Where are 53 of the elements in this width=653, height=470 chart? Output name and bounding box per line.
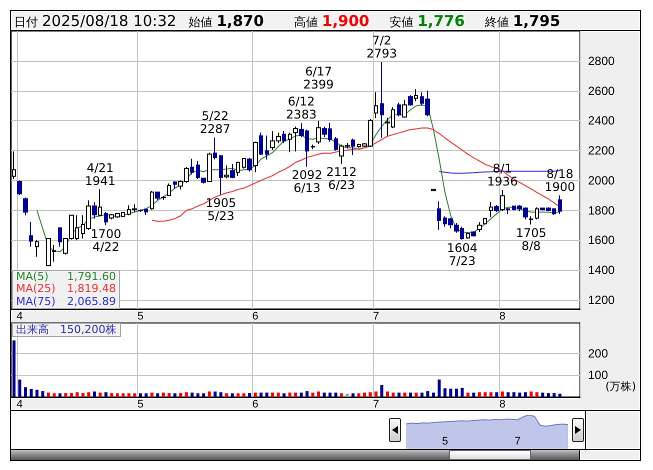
annotation: 1604 7/23 (446, 241, 478, 268)
x-tick-label: 7 (514, 436, 521, 448)
x-tick-label: 8 (499, 310, 506, 322)
annotation: 8/18 1900 (544, 166, 576, 194)
annotation: 6/12 2383 (286, 94, 317, 122)
y-tick-label: 200 (588, 346, 608, 360)
text: 1,870 (216, 12, 264, 30)
text: MA(25) (16, 282, 56, 296)
x-tick-label: 7 (372, 310, 380, 322)
annotation: 4/21 1941 (84, 160, 116, 188)
y-tick-label: 100 (588, 368, 608, 382)
annotation: 1,791.60 (67, 270, 116, 283)
text: 1,900 (322, 12, 370, 30)
text: 1,776 (417, 12, 465, 30)
text: 日付 (14, 15, 38, 29)
x-tick-label: 6 (252, 310, 258, 322)
x-tick-label: 5 (442, 436, 448, 448)
x-tick-label: 6 (252, 398, 258, 410)
annotation: 5/22 2287 (200, 109, 230, 136)
text: 高値 (294, 15, 318, 29)
text: 2025/08/18 10:32 (42, 12, 176, 30)
y-tick-label: 2200 (588, 144, 616, 158)
y-tick-label: 2000 (588, 173, 616, 188)
text: 始値 (188, 15, 212, 29)
annotation: 1905 5/23 (206, 196, 236, 224)
annotation: 7/2 2793 (366, 33, 398, 60)
y-tick-label: 2400 (588, 114, 616, 128)
text: 1,795 (512, 12, 560, 30)
x-tick-label: 7 (372, 398, 380, 410)
x-tick-label: 4 (16, 398, 23, 410)
y-tick-label: 2600 (588, 84, 616, 98)
x-tick-label: 5 (137, 310, 144, 322)
chart-title: 出来高 150,200株 (16, 323, 116, 336)
series-label: MA(5) (16, 270, 49, 283)
annotation: 6/17 2399 (303, 64, 334, 92)
text: MA(75) (16, 294, 56, 308)
annotation: 1705 8/8 (516, 226, 546, 254)
text: 安値 (389, 15, 414, 29)
y-tick-label: 1400 (588, 263, 616, 278)
y-tick-label: 2800 (588, 54, 616, 68)
text: 終値 (484, 15, 509, 29)
y-tick-label: 1800 (588, 203, 616, 218)
x-tick-label: 4 (16, 310, 23, 322)
annotation: 2112 6/23 (326, 165, 357, 192)
y-tick-label: 1600 (588, 233, 616, 248)
x-tick-label: 8 (499, 398, 506, 410)
annotation: 2092 6/13 (292, 168, 322, 196)
y-tick-label: 1200 (588, 293, 616, 308)
annotation: 1700 4/22 (90, 226, 122, 254)
x-tick-label: 5 (137, 398, 144, 410)
y-axis-title: (万株) (605, 380, 636, 394)
annotation: 1,819.48 (67, 282, 116, 296)
annotation: 2,065.89 (67, 294, 116, 308)
